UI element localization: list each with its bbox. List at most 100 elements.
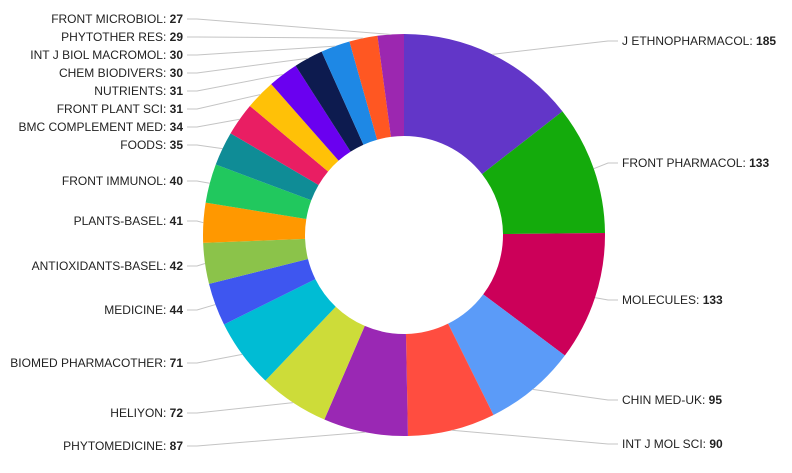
slice-chem-biodivers (295, 51, 364, 152)
label-name: CHIN MED-UK: (622, 393, 709, 407)
label-name: PHYTOTHER RES: (61, 30, 169, 44)
label-int-j-mol-sci: INT J MOL SCI: 90 (622, 437, 723, 451)
slice-phytother-res (349, 35, 391, 140)
label-value: 133 (749, 156, 769, 170)
slice-j-ethnopharmacol (404, 34, 563, 175)
label-value: 40 (170, 174, 184, 188)
label-name: MEDICINE: (104, 303, 169, 317)
label-name: FRONT IMMUNOL: (62, 174, 170, 188)
label-phytomedicine: PHYTOMEDICINE: 87 (63, 439, 183, 453)
label-name: FOODS: (120, 138, 169, 152)
leader-line-phytomedicine (187, 431, 366, 447)
slice-int-j-mol-sci (405, 323, 494, 436)
leader-line-front-immunol (187, 180, 210, 184)
label-name: PLANTS-BASEL: (74, 214, 170, 228)
leader-line-int-j-biol-macromol (187, 45, 336, 56)
leader-line-chem-biodivers (187, 57, 309, 74)
label-name: INT J MOL SCI: (622, 437, 709, 451)
label-name: CHEM BIODIVERS: (59, 66, 170, 80)
slice-front-pharmacol (482, 111, 605, 235)
slice-bmc-complement-med (230, 105, 329, 185)
label-value: 71 (170, 356, 184, 370)
label-name: FRONT PLANT SCI: (57, 102, 170, 116)
label-name: INT J BIOL MACROMOL: (30, 48, 169, 62)
label-biomed-pharmacother: BIOMED PHARMACOTHER: 71 (10, 356, 183, 370)
label-name: BMC COMPLEMENT MED: (19, 120, 170, 134)
label-heliyon: HELIYON: 72 (110, 406, 183, 420)
label-front-immunol: FRONT IMMUNOL: 40 (62, 174, 183, 188)
slice-front-plant-sci (249, 84, 339, 172)
label-antioxidants-basel: ANTIOXIDANTS-BASEL: 42 (32, 259, 184, 273)
label-value: 31 (170, 102, 184, 116)
leader-line-bmc-complement-med (187, 118, 240, 128)
label-name: MOLECULES: (622, 293, 703, 307)
slice-phytomedicine (324, 325, 408, 436)
label-value: 29 (170, 30, 184, 44)
slice-foods (215, 133, 319, 201)
slice-molecules (483, 233, 605, 356)
label-front-pharmacol: FRONT PHARMACOL: 133 (622, 156, 769, 170)
label-name: NUTRIENTS: (94, 84, 169, 98)
label-value: 27 (170, 12, 184, 26)
leader-line-heliyon (187, 402, 294, 414)
label-j-ethnopharmacol: J ETHNOPHARMACOL: 185 (622, 34, 776, 48)
slice-plants-basel (203, 202, 307, 243)
label-value: 34 (170, 120, 184, 134)
leader-line-int-j-mol-sci (451, 429, 618, 445)
leader-line-front-pharmacol (593, 162, 618, 170)
label-phytother-res: PHYTOTHER RES: 29 (61, 30, 183, 44)
label-value: 30 (170, 48, 184, 62)
label-value: 95 (709, 393, 723, 407)
labels-group: J ETHNOPHARMACOL: 185 FRONT PHARMACOL: 13… (10, 12, 776, 453)
label-plants-basel: PLANTS-BASEL: 41 (74, 214, 184, 228)
slice-medicine (209, 259, 316, 325)
leader-line-front-microbiol (187, 18, 391, 35)
leader-line-foods (187, 144, 223, 150)
label-value: 41 (170, 214, 184, 228)
label-name: HELIYON: (110, 406, 169, 420)
leader-line-biomed-pharmacother (187, 353, 243, 364)
slice-heliyon (265, 306, 365, 420)
label-value: 31 (170, 84, 184, 98)
label-front-plant-sci: FRONT PLANT SCI: 31 (57, 102, 184, 116)
label-value: 30 (170, 66, 184, 80)
slice-front-immunol (205, 164, 312, 220)
leader-line-molecules (594, 297, 618, 301)
slice-front-microbiol (377, 34, 404, 137)
leader-line-plants-basel (187, 220, 204, 224)
label-value: 185 (756, 34, 776, 48)
label-value: 44 (170, 303, 184, 317)
slice-int-j-biol-macromol (321, 41, 378, 145)
label-name: FRONT PHARMACOL: (622, 156, 749, 170)
label-int-j-biol-macromol: INT J BIOL MACROMOL: 30 (30, 48, 183, 62)
label-name: ANTIOXIDANTS-BASEL: (32, 259, 170, 273)
label-name: FRONT MICROBIOL: (51, 12, 169, 26)
label-foods: FOODS: 35 (120, 138, 183, 152)
label-front-microbiol: FRONT MICROBIOL: 27 (51, 12, 183, 26)
label-chin-med-uk: CHIN MED-UK: 95 (622, 393, 722, 407)
slice-biomed-pharmacother (224, 279, 336, 381)
slices-group (203, 34, 605, 436)
leader-line-nutrients (187, 73, 284, 92)
leader-lines-group (187, 18, 618, 447)
leader-line-front-plant-sci (187, 94, 261, 110)
label-value: 133 (703, 293, 723, 307)
label-value: 35 (170, 138, 184, 152)
label-name: PHYTOMEDICINE: (63, 439, 169, 453)
leader-line-medicine (187, 304, 216, 311)
slice-chin-med-uk (448, 294, 565, 415)
label-medicine: MEDICINE: 44 (104, 303, 183, 317)
leader-line-antioxidants-basel (187, 263, 206, 267)
label-value: 87 (170, 439, 184, 453)
slice-nutrients (271, 65, 351, 161)
leader-line-j-ethnopharmacol (492, 40, 618, 55)
label-value: 72 (170, 406, 184, 420)
label-molecules: MOLECULES: 133 (622, 293, 723, 307)
label-chem-biodivers: CHEM BIODIVERS: 30 (59, 66, 183, 80)
leader-line-chin-med-uk (532, 388, 618, 401)
label-value: 90 (709, 437, 723, 451)
leader-line-phytother-res (187, 36, 364, 39)
label-bmc-complement-med: BMC COMPLEMENT MED: 34 (19, 120, 184, 134)
